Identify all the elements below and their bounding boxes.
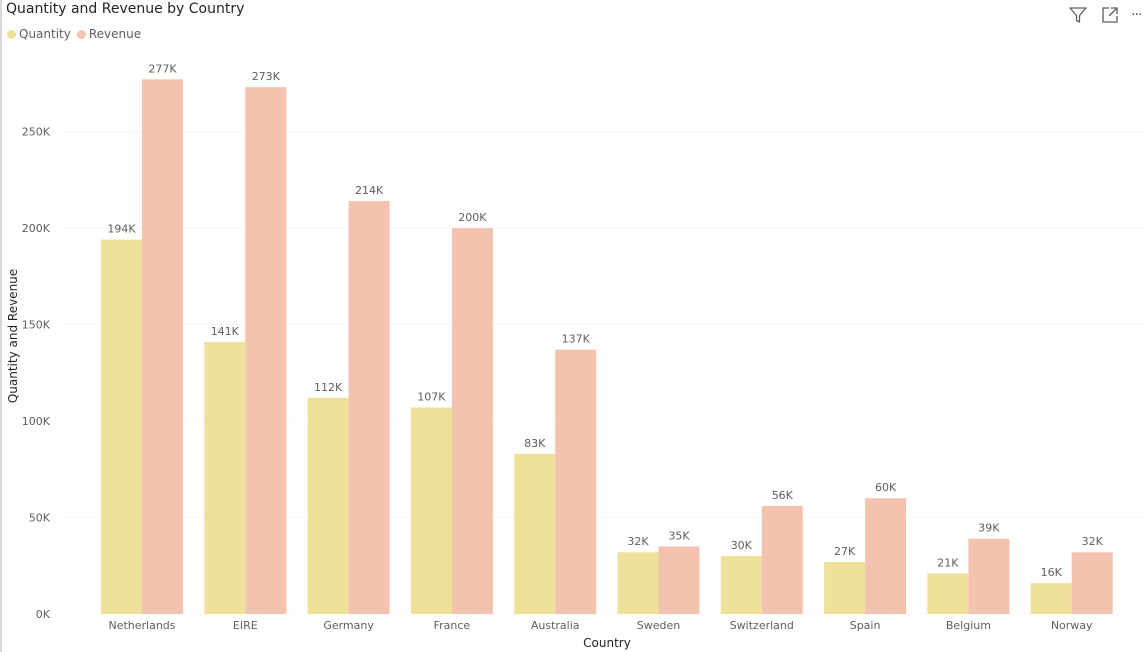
focus-mode-icon [1102, 7, 1118, 23]
legend-swatch-revenue [76, 29, 86, 39]
bar-quantity[interactable] [307, 397, 349, 614]
data-label-quantity: 112K [314, 381, 343, 394]
focus-mode-button[interactable] [1099, 4, 1121, 26]
y-tick-label: 150K [22, 319, 51, 332]
y-tick-label: 0K [36, 608, 51, 621]
bar-revenue[interactable] [555, 349, 597, 614]
bar-quantity[interactable] [514, 453, 556, 614]
bar-revenue[interactable] [451, 228, 493, 614]
data-label-quantity: 194K [107, 223, 136, 236]
bar-revenue[interactable] [658, 546, 700, 614]
bar-quantity[interactable] [101, 239, 142, 614]
legend-item-quantity[interactable]: Quantity [7, 27, 71, 41]
bar-quantity[interactable] [720, 556, 762, 614]
filter-button[interactable] [1067, 4, 1089, 26]
x-tick-label: Norway [1051, 619, 1093, 632]
bar-revenue[interactable] [348, 200, 390, 615]
bar-revenue[interactable] [968, 538, 1010, 614]
x-tick-label: Spain [850, 619, 881, 632]
bar-quantity[interactable] [204, 341, 246, 614]
data-label-quantity: 32K [627, 535, 649, 548]
data-label-revenue: 39K [978, 522, 1000, 535]
x-tick-label: Germany [323, 619, 374, 632]
legend-item-revenue[interactable]: Revenue [76, 27, 142, 41]
x-axis-title: Country [583, 636, 631, 650]
visual-header-toolbar: ··· [1057, 4, 1143, 26]
x-tick-label: Belgium [946, 619, 991, 632]
data-label-quantity: 21K [937, 556, 959, 569]
bar-quantity[interactable] [1030, 583, 1072, 614]
data-label-quantity: 27K [834, 545, 856, 558]
bar-quantity[interactable] [410, 407, 452, 614]
legend-label-revenue: Revenue [88, 27, 142, 41]
data-label-quantity: 83K [524, 437, 546, 450]
y-tick-label: 50K [29, 512, 51, 525]
data-label-quantity: 107K [417, 390, 446, 403]
y-tick-label: 100K [22, 415, 51, 428]
x-tick-label: Australia [531, 619, 580, 632]
bar-revenue[interactable] [865, 498, 907, 614]
bar-revenue[interactable] [761, 505, 803, 614]
bar-quantity[interactable] [617, 552, 659, 614]
more-options-icon: ··· [1131, 7, 1142, 23]
bar-revenue[interactable] [1071, 552, 1113, 614]
data-label-revenue: 35K [668, 529, 690, 542]
chart-legend: Quantity Revenue [7, 27, 147, 41]
x-tick-label: Switzerland [730, 619, 794, 632]
bar-quantity[interactable] [927, 573, 969, 614]
more-options-button[interactable]: ··· [1131, 4, 1143, 26]
data-label-revenue: 214K [355, 184, 384, 197]
y-tick-label: 250K [22, 126, 51, 139]
y-tick-label: 200K [22, 222, 51, 235]
x-tick-label: France [434, 619, 471, 632]
bar-revenue[interactable] [142, 79, 183, 614]
filter-icon [1069, 7, 1087, 23]
visual-border [0, 0, 2, 652]
y-axis-title: Quantity and Revenue [6, 269, 20, 403]
bar-revenue[interactable] [245, 87, 287, 615]
data-label-quantity: 16K [1041, 566, 1063, 579]
data-label-revenue: 273K [252, 70, 281, 83]
x-tick-label: Sweden [637, 619, 680, 632]
bar-quantity[interactable] [824, 561, 866, 614]
chart-title: Quantity and Revenue by Country [6, 1, 245, 17]
data-label-revenue: 277K [148, 62, 177, 75]
data-label-quantity: 30K [731, 539, 753, 552]
data-label-revenue: 200K [458, 211, 487, 224]
x-tick-label: Netherlands [108, 619, 175, 632]
data-label-revenue: 60K [875, 481, 897, 494]
legend-swatch-quantity [7, 29, 16, 39]
data-label-revenue: 56K [772, 489, 794, 502]
data-label-quantity: 141K [211, 325, 240, 338]
data-label-revenue: 137K [562, 333, 591, 346]
x-tick-label: EIRE [233, 619, 258, 632]
legend-label-quantity: Quantity [19, 27, 71, 41]
data-label-revenue: 32K [1082, 535, 1104, 548]
